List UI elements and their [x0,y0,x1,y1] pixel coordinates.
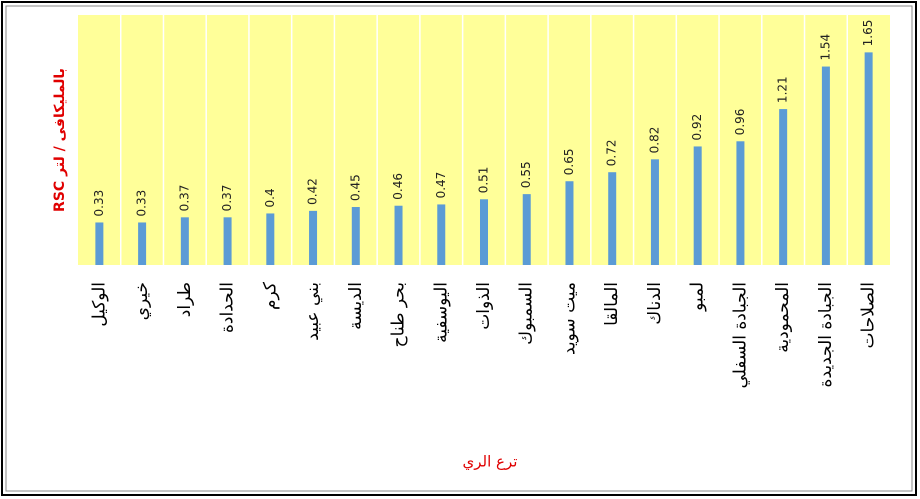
inner-frame [5,5,913,492]
x-tick-label: بني عبيد [303,282,323,341]
value-label: 0.55 [519,161,533,188]
x-tick-label: اليوسفية [431,282,451,343]
value-label: 0.33 [92,190,106,217]
x-tick-label: الوكيل [89,282,109,327]
bar [437,204,446,265]
x-tick-label: الديسة [346,282,366,330]
x-tick-label: لمبو [688,282,708,312]
bar [864,52,873,265]
value-label: 0.82 [647,127,661,154]
value-label: 0.45 [348,174,362,201]
bar [309,210,318,265]
x-tick-label: الجبادة السفلي [730,282,750,389]
bar [480,199,488,265]
x-tick-label: كرم [260,281,280,310]
x-axis-label: ترع الري [463,453,518,472]
x-tick-label: الذوات [474,282,494,330]
bar [223,217,232,265]
bar [351,207,360,265]
bar [779,109,788,265]
bar [95,222,104,265]
x-tick-label: المحمودية [773,282,793,353]
value-label: 0.51 [477,167,491,194]
x-tick-label: خيري [132,282,152,320]
value-label: 0.46 [391,173,405,200]
value-label: 0.37 [177,185,191,212]
bar [736,141,745,265]
x-tick-label: الجبادة الجديدة [816,282,836,387]
value-label: 0.47 [434,172,448,199]
value-label: 1.65 [861,20,875,47]
value-label: 0.37 [220,185,234,212]
bar [821,66,830,266]
bar [565,181,574,265]
x-tick-label: ميت سويد [559,282,579,355]
bar [266,213,275,265]
value-label: 0.72 [605,139,619,166]
value-label: 0.42 [306,178,320,205]
value-label: 0.4 [263,188,277,207]
value-label: 0.65 [562,149,576,176]
x-tick-label: طراد [175,282,195,317]
bar [394,205,403,265]
bar [138,222,147,265]
x-tick-label: الحدادة [218,282,238,333]
x-tick-label: الدناك [645,282,665,325]
y-axis-label: RSC بالمليكافى / لتر [52,68,68,212]
bar [608,172,617,265]
x-tick-label: المالقا [602,282,622,326]
value-label: 1.54 [818,34,832,61]
value-label: 0.96 [733,109,747,136]
bar [522,194,531,265]
bar [650,159,659,265]
value-label: 1.21 [776,76,790,103]
x-tick-label: الصلاحات [859,282,879,348]
x-tick-label: بحر طناح [389,282,409,347]
bar [693,146,702,265]
bar [180,217,189,265]
x-tick-label: السمبوك [517,282,537,345]
value-label: 0.92 [690,114,704,141]
value-label: 0.33 [135,190,149,217]
